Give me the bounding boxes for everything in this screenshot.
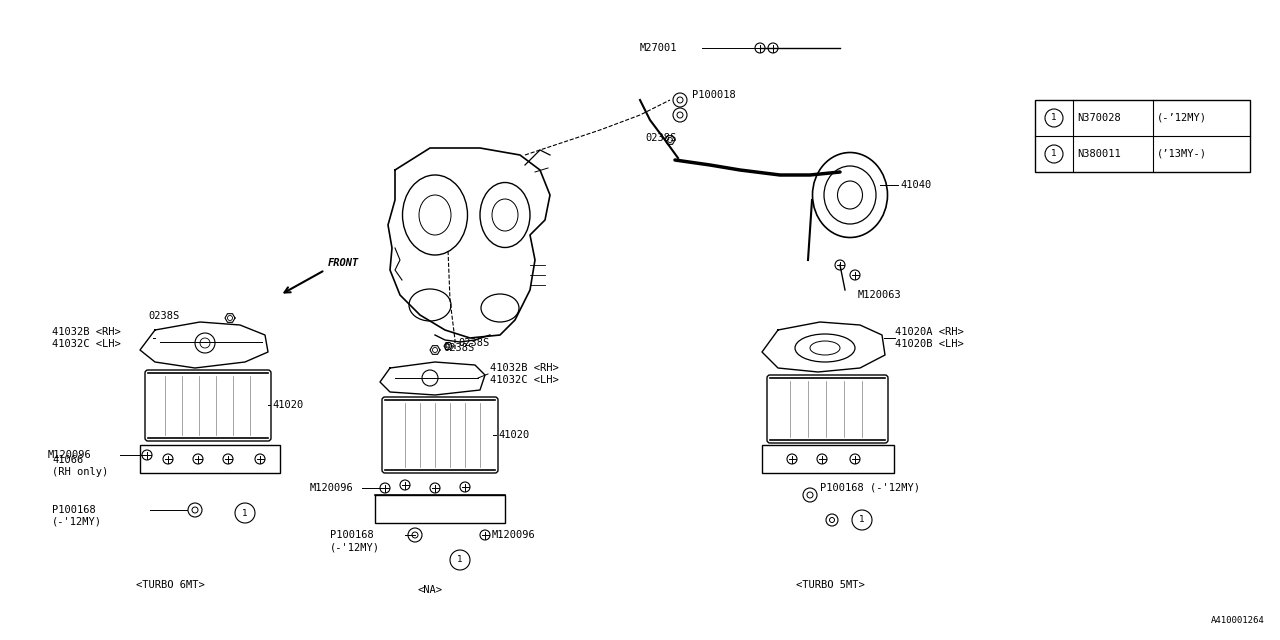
Text: 0238S: 0238S xyxy=(458,338,489,348)
Text: 1: 1 xyxy=(1051,150,1057,159)
Text: 0238S: 0238S xyxy=(148,311,179,321)
Text: N380011: N380011 xyxy=(1076,149,1121,159)
Text: M120063: M120063 xyxy=(858,290,901,300)
Text: (-'12MY): (-'12MY) xyxy=(330,543,380,553)
Text: 0238S: 0238S xyxy=(443,343,475,353)
Text: 1: 1 xyxy=(1051,113,1057,122)
Text: 1: 1 xyxy=(859,515,865,525)
Text: <TURBO 5MT>: <TURBO 5MT> xyxy=(796,580,864,590)
Text: (-'12MY): (-'12MY) xyxy=(52,517,102,527)
Text: 41066: 41066 xyxy=(52,455,83,465)
Bar xyxy=(1036,100,1251,172)
Text: FRONT: FRONT xyxy=(328,258,360,268)
Text: 41020: 41020 xyxy=(498,430,529,440)
Bar xyxy=(375,495,506,523)
Text: 41020A <RH>: 41020A <RH> xyxy=(895,327,964,337)
Text: M120096: M120096 xyxy=(310,483,353,493)
Text: P100168 (-'12MY): P100168 (-'12MY) xyxy=(820,483,920,493)
Text: M27001: M27001 xyxy=(640,43,677,53)
Text: A410001264: A410001264 xyxy=(1211,616,1265,625)
Text: 0238S: 0238S xyxy=(645,133,676,143)
Text: <NA>: <NA> xyxy=(417,585,443,595)
Text: (RH only): (RH only) xyxy=(52,467,109,477)
Text: 41020: 41020 xyxy=(273,400,303,410)
Text: 41032B <RH>: 41032B <RH> xyxy=(490,363,559,373)
Text: P100168: P100168 xyxy=(52,505,96,515)
Text: P100168: P100168 xyxy=(330,530,374,540)
Text: M120096: M120096 xyxy=(492,530,536,540)
Text: 41032B <RH>: 41032B <RH> xyxy=(52,327,120,337)
Text: 1: 1 xyxy=(242,509,248,518)
Text: 1: 1 xyxy=(457,556,463,564)
Bar xyxy=(140,445,280,473)
Text: (’13MY-): (’13MY-) xyxy=(1157,149,1207,159)
Text: <TURBO 6MT>: <TURBO 6MT> xyxy=(136,580,205,590)
Text: P100018: P100018 xyxy=(692,90,736,100)
Bar xyxy=(762,445,893,473)
Text: N370028: N370028 xyxy=(1076,113,1121,123)
Text: 41020B <LH>: 41020B <LH> xyxy=(895,339,964,349)
Text: (-’12MY): (-’12MY) xyxy=(1157,113,1207,123)
Text: 41040: 41040 xyxy=(900,180,932,190)
Text: M120096: M120096 xyxy=(49,450,92,460)
Text: 41032C <LH>: 41032C <LH> xyxy=(490,375,559,385)
Text: 41032C <LH>: 41032C <LH> xyxy=(52,339,120,349)
